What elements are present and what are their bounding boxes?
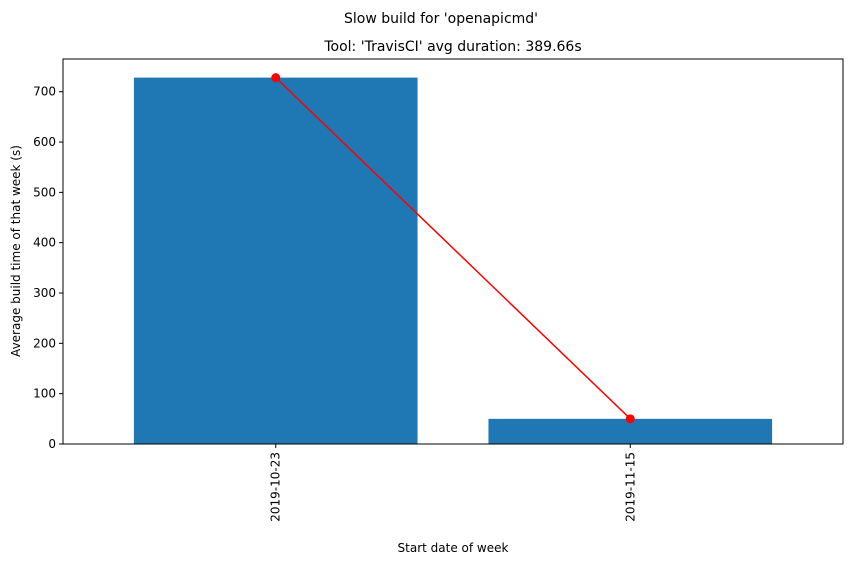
y-tick-label-600: 600: [33, 135, 56, 149]
y-tick-label-200: 200: [33, 336, 56, 350]
y-tick-label-0: 0: [48, 437, 56, 451]
trend-line: [275, 77, 631, 420]
x-tick-label-2019-10-23: 2019-10-23: [269, 452, 283, 522]
y-axis-label: Average build time of that week (s): [9, 145, 23, 357]
x-tick-label-2019-11-15: 2019-11-15: [623, 452, 637, 522]
y-tick-label-400: 400: [33, 236, 56, 250]
line-point-2019-10-23: [271, 73, 281, 83]
y-tick-label-500: 500: [33, 185, 56, 199]
line-point-2019-11-15: [625, 414, 635, 424]
chart-suptitle: Slow build for 'openapicmd': [344, 11, 538, 27]
chart-title: Tool: 'TravisCI' avg duration: 389.66s: [323, 39, 581, 55]
y-tick-label-700: 700: [33, 85, 56, 99]
plot-frame: [62, 58, 844, 445]
plot-area: 0 100 200 300 400 500 600 700 2019-10-23 2019-11-…: [33, 58, 844, 522]
y-tick-label-300: 300: [33, 286, 56, 300]
bar-2019-10-23: [133, 77, 418, 445]
y-tick-label-100: 100: [33, 387, 56, 401]
x-axis-label: Start date of week: [398, 541, 509, 555]
